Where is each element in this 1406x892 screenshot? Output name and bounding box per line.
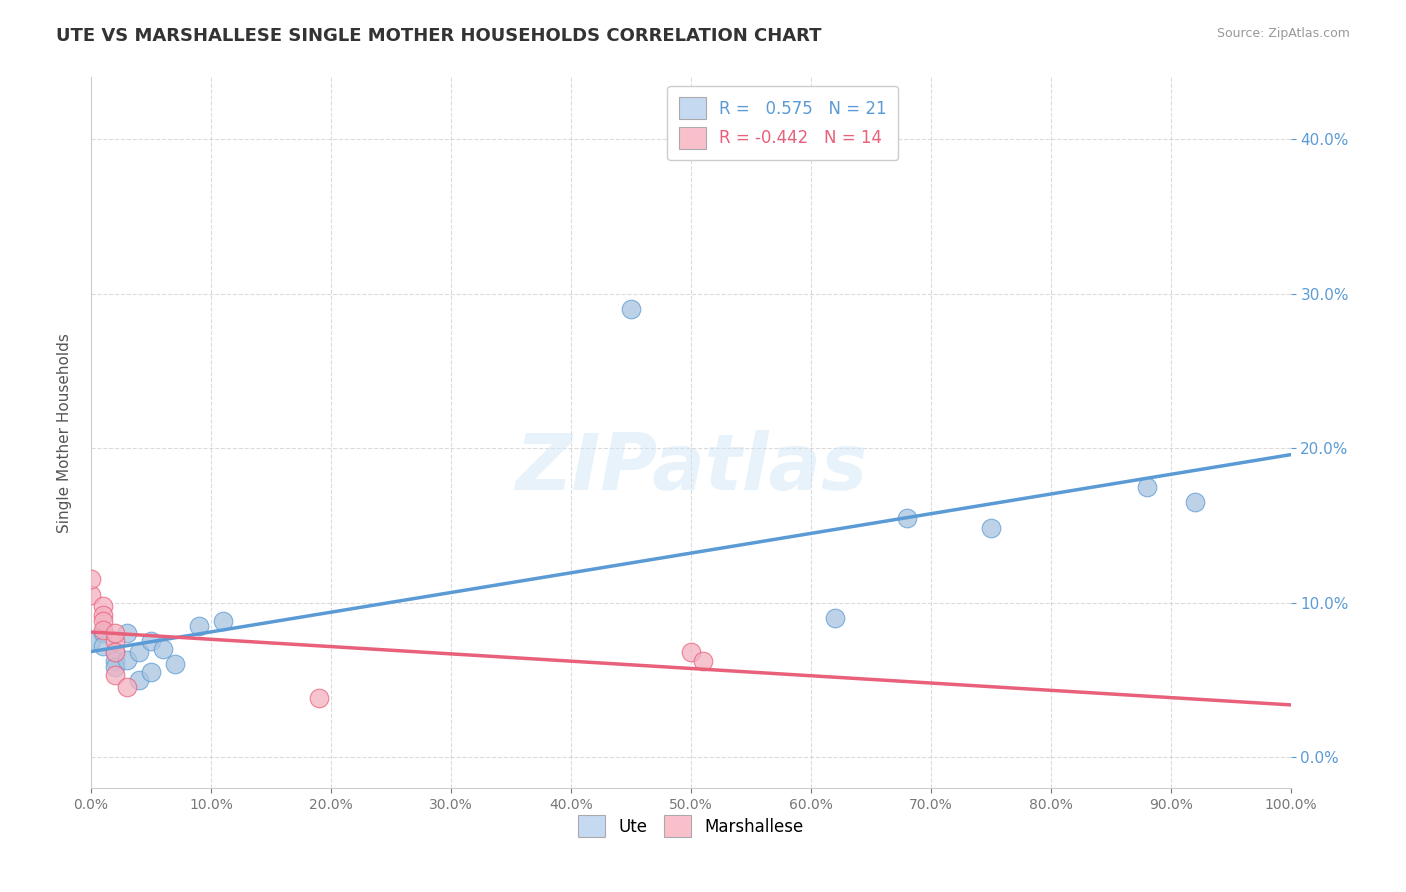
Point: [104, 645, 127, 659]
Point: [692, 654, 714, 668]
Point: [620, 302, 643, 317]
Point: [980, 521, 1002, 535]
Point: [128, 645, 150, 659]
Point: [80, 634, 103, 648]
Point: [104, 634, 127, 648]
Point: [115, 626, 138, 640]
Point: [115, 653, 138, 667]
Point: [115, 681, 138, 695]
Point: [1184, 495, 1206, 509]
Point: [212, 614, 235, 628]
Point: [104, 660, 127, 674]
Point: [91, 624, 114, 638]
Point: [139, 665, 162, 679]
Point: [163, 657, 186, 672]
Point: [80, 572, 103, 586]
Point: [128, 673, 150, 687]
Point: [896, 510, 918, 524]
Point: [1136, 480, 1159, 494]
Y-axis label: Single Mother Households: Single Mother Households: [58, 333, 72, 533]
Point: [80, 588, 103, 602]
Point: [91, 639, 114, 653]
Point: [824, 611, 846, 625]
Point: [187, 618, 209, 632]
Point: [308, 691, 330, 706]
Text: UTE VS MARSHALLESE SINGLE MOTHER HOUSEHOLDS CORRELATION CHART: UTE VS MARSHALLESE SINGLE MOTHER HOUSEHO…: [56, 27, 821, 45]
Text: ZIPatlas: ZIPatlas: [515, 430, 868, 506]
Point: [104, 668, 127, 682]
Point: [91, 626, 114, 640]
Point: [104, 645, 127, 659]
Point: [679, 645, 702, 659]
Point: [104, 626, 127, 640]
Point: [104, 654, 127, 668]
Point: [152, 641, 174, 656]
Point: [91, 607, 114, 622]
Point: [91, 614, 114, 628]
Text: Source: ZipAtlas.com: Source: ZipAtlas.com: [1216, 27, 1350, 40]
Point: [139, 634, 162, 648]
Legend: Ute, Marshallese: Ute, Marshallese: [572, 809, 810, 844]
Point: [91, 599, 114, 613]
